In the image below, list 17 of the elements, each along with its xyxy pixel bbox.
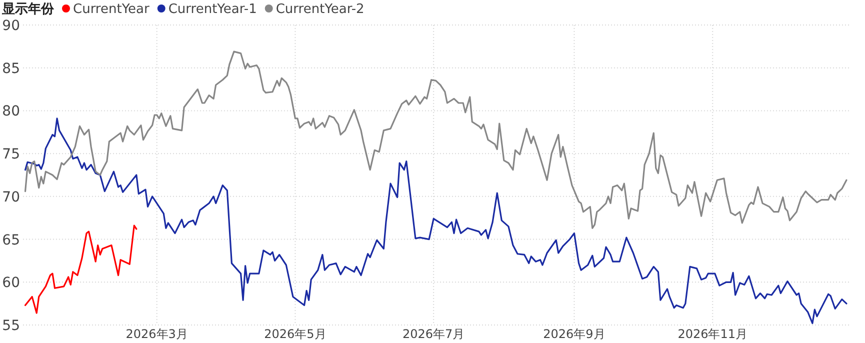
x-tick-label: 2026年3月 (126, 327, 188, 341)
x-tick-label: 2026年11月 (678, 327, 748, 341)
legend-title: 显示年份 (1, 2, 55, 17)
legend-label: CurrentYear-1 (168, 2, 257, 17)
y-tick-label: 80 (2, 104, 20, 120)
legend-label: CurrentYear (73, 2, 150, 17)
x-tick-label: 2026年7月 (402, 327, 465, 341)
y-tick-label: 65 (2, 232, 20, 248)
y-tick-label: 60 (2, 275, 20, 292)
x-tick-label: 2026年9月 (543, 327, 606, 341)
y-tick-label: 55 (2, 318, 20, 334)
y-tick-label: 85 (2, 60, 20, 77)
y-tick-label: 90 (2, 18, 20, 34)
y-tick-label: 70 (2, 189, 20, 206)
y-tick-label: 75 (2, 146, 20, 163)
x-tick-label: 2026年5月 (264, 327, 326, 341)
legend-label: CurrentYear-2 (276, 2, 364, 17)
